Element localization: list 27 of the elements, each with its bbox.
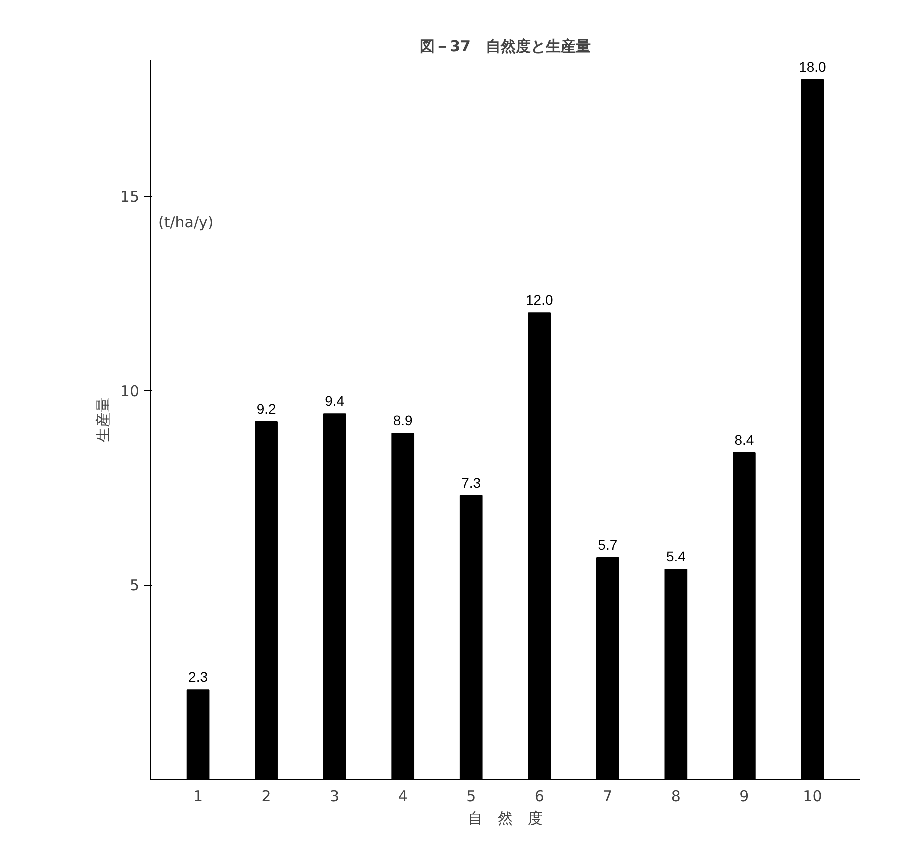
y-tick-label: 10 [120, 382, 140, 400]
x-tick-label: 7 [603, 788, 613, 806]
x-tick-label: 10 [803, 788, 822, 806]
x-tick-label: 9 [740, 788, 750, 806]
data-label: 9.4 [325, 393, 345, 410]
data-label: 18.0 [799, 58, 827, 75]
x-tick-label: 1 [194, 788, 204, 806]
x-tick-label: 6 [534, 788, 544, 806]
data-label: 8.9 [393, 412, 414, 429]
data-label: 5.7 [598, 536, 618, 553]
x-tick-label: 3 [330, 788, 340, 806]
x-axis-title: 自 然 度 [468, 810, 543, 828]
data-label: 12.0 [526, 292, 554, 308]
data-label: 5.4 [666, 548, 686, 565]
y-tick-label: 5 [130, 576, 140, 595]
x-tick-label: 4 [398, 788, 408, 806]
x-tick-label: 8 [671, 788, 681, 806]
data-label: 7.3 [462, 474, 482, 491]
data-label: 2.3 [188, 669, 208, 686]
y-tick-label: 15 [120, 188, 140, 206]
x-tick-label: 2 [262, 788, 272, 806]
x-tick-label: 5 [466, 788, 476, 806]
data-label: 9.2 [256, 400, 277, 417]
y-axis-title: 生産量 [94, 398, 112, 442]
data-label: 8.4 [734, 432, 754, 448]
chart-title: 図－37 自然度と生産量 [420, 38, 591, 56]
annotation: (t/ha/y) [158, 214, 214, 232]
